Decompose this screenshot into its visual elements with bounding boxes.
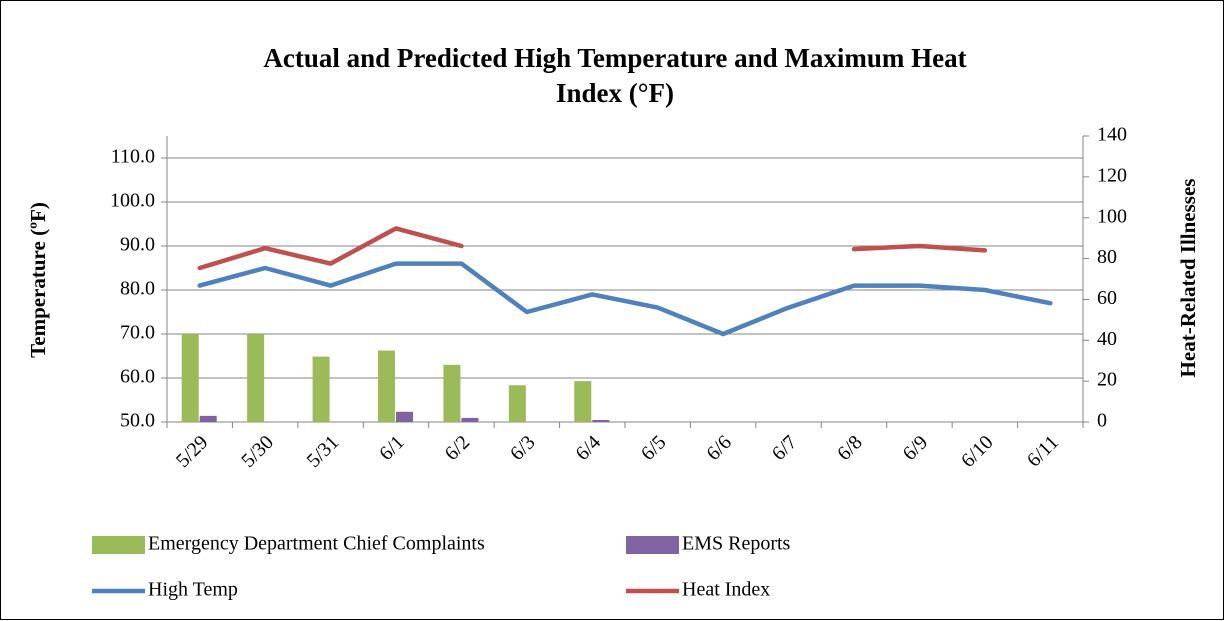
bar [199, 415, 217, 422]
chart-title: Index (°F) [556, 78, 674, 108]
bar [592, 419, 610, 422]
y2-axis-label: Heat-Related Illnesses [1176, 179, 1200, 378]
line [197, 226, 988, 271]
y-axis-label: Temperature (ºF) [26, 202, 50, 358]
y2-tick-label: 60 [1097, 287, 1117, 309]
bar [312, 356, 330, 422]
bar [508, 385, 526, 422]
y2-tick-label: 80 [1097, 246, 1117, 268]
bar [247, 334, 265, 422]
legend-label: High Temp [148, 579, 238, 601]
bar [181, 334, 199, 422]
y2-tick-label: 0 [1097, 410, 1107, 432]
y-tick-label: 60.0 [120, 366, 155, 388]
bar [396, 411, 413, 422]
y-tick-label: 110.0 [111, 146, 155, 168]
y-tick-label: 90.0 [120, 234, 155, 256]
y2-tick-label: 100 [1097, 205, 1127, 227]
legend-label: EMS Reports [682, 533, 791, 555]
legend-label: Emergency Department Chief Complaints [148, 533, 485, 555]
y2-tick-label: 120 [1097, 164, 1127, 186]
y-tick-label: 70.0 [120, 322, 155, 344]
y2-tick-label: 140 [1097, 124, 1127, 146]
bar [443, 364, 461, 422]
chart-title: Actual and Predicted High Temperature an… [263, 43, 966, 73]
y2-tick-label: 40 [1097, 328, 1117, 350]
line [197, 261, 1053, 337]
bar [574, 381, 592, 422]
bar [461, 417, 479, 422]
legend-swatch [92, 536, 145, 554]
legend-label: Heat Index [682, 579, 770, 601]
y-tick-label: 80.0 [120, 278, 155, 300]
legend-swatch [626, 536, 679, 554]
y-tick-label: 50.0 [120, 410, 155, 432]
bar [378, 350, 395, 422]
y-tick-label: 100.0 [110, 190, 155, 212]
y2-tick-label: 20 [1097, 369, 1117, 391]
